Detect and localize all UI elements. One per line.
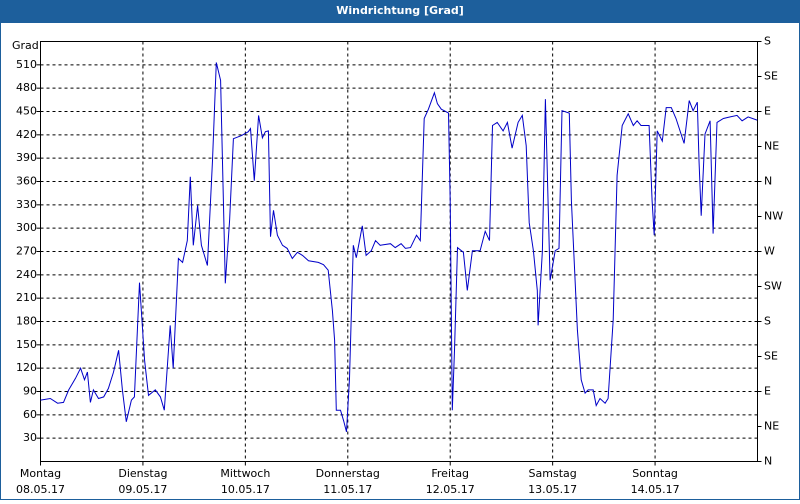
y-tick-label: 420: [16, 128, 37, 141]
y2-tick-label: E: [764, 105, 771, 118]
y-tick-label: 480: [16, 81, 37, 94]
y-tick-label: 240: [16, 268, 37, 281]
x-tick-date: 09.05.17: [118, 483, 167, 496]
plot-border: [40, 41, 758, 462]
y2-tick-label: N: [764, 175, 772, 188]
y-tick-label: 360: [16, 175, 37, 188]
x-tick-label: Freitag: [431, 467, 469, 480]
y-tick-label: 210: [16, 291, 37, 304]
y-tick-label: 450: [16, 105, 37, 118]
y-tick-label: 90: [23, 385, 37, 398]
x-tick-date: 11.05.17: [323, 483, 372, 496]
frame: [0, 22, 800, 500]
y2-tick-label: SW: [764, 280, 782, 293]
y2-tick-label: SE: [764, 70, 778, 83]
x-tick-date: 12.05.17: [426, 483, 475, 496]
y-tick-label: 270: [16, 245, 37, 258]
y2-tick-label: NW: [764, 210, 783, 223]
y2-tick-label: S: [764, 315, 771, 328]
data-line: [40, 62, 758, 433]
y2-tick-label: SE: [764, 350, 778, 363]
y-tick-label: 180: [16, 315, 37, 328]
y2-tick-label: N: [764, 455, 772, 468]
y-tick-label: 300: [16, 221, 37, 234]
y-tick-label: 120: [16, 361, 37, 374]
chart-title: Windrichtung [Grad]: [336, 4, 464, 17]
y2-tick-label: NE: [764, 140, 779, 153]
x-tick-label: Donnerstag: [316, 467, 380, 480]
x-tick-label: Mittwoch: [220, 467, 270, 480]
x-tick-date: 13.05.17: [528, 483, 577, 496]
y-tick-label: 510: [16, 58, 37, 71]
x-tick-label: Dienstag: [118, 467, 167, 480]
y-tick-label: 60: [23, 408, 37, 421]
x-tick-date: 08.05.17: [16, 483, 65, 496]
y-tick-label: 30: [23, 431, 37, 444]
y2-tick-label: S: [764, 35, 771, 48]
x-tick-label: Montag: [20, 467, 61, 480]
x-tick-label: Samstag: [529, 467, 577, 480]
x-tick-label: Sonntag: [632, 467, 678, 480]
y-tick-label: 390: [16, 151, 37, 164]
y2-tick-label: E: [764, 385, 771, 398]
y-tick-label: 150: [16, 338, 37, 351]
title-bar: [0, 0, 800, 22]
y2-tick-label: NE: [764, 420, 779, 433]
y-tick-label: 330: [16, 198, 37, 211]
y-axis-label: Grad: [12, 39, 39, 52]
y2-tick-label: W: [764, 245, 775, 258]
x-tick-date: 10.05.17: [221, 483, 270, 496]
x-tick-date: 14.05.17: [631, 483, 680, 496]
